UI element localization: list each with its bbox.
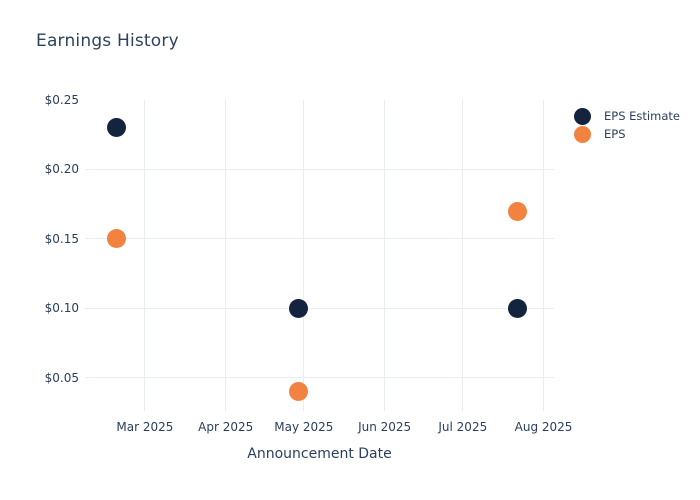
x-tick-label: Mar 2025 [116, 420, 174, 434]
y-gridline [85, 377, 554, 379]
eps-estimate-point[interactable] [106, 118, 126, 138]
legend-item-label: EPS [604, 127, 626, 141]
y-tick-label: $0.15 [44, 231, 79, 246]
x-tick-label: Jul 2025 [438, 420, 488, 434]
y-tick-label: $0.10 [44, 301, 79, 316]
x-tick-label: Apr 2025 [198, 420, 254, 434]
x-axis-title: Announcement Date [247, 446, 392, 462]
x-gridline [384, 100, 386, 411]
eps-estimate-point[interactable] [508, 298, 528, 318]
x-tick-label: May 2025 [274, 420, 334, 434]
chart-title: Earnings History [36, 31, 179, 51]
y-gridline [85, 238, 554, 240]
eps-estimate-point[interactable] [289, 298, 309, 318]
x-gridline [303, 100, 305, 411]
x-gridline [225, 100, 227, 411]
y-tick-label: $0.05 [44, 370, 79, 385]
eps-point[interactable] [289, 382, 309, 402]
x-tick-label: Aug 2025 [514, 420, 573, 434]
legend-item-eps-estimate[interactable]: EPS Estimate [574, 107, 680, 125]
x-gridline [462, 100, 464, 411]
eps-point[interactable] [106, 229, 126, 249]
y-tick-label: $0.25 [44, 93, 79, 107]
eps-point[interactable] [508, 201, 528, 221]
y-gridline [85, 307, 554, 309]
eps-legend-marker-icon [574, 125, 591, 143]
legend: EPS Estimate EPS [574, 107, 680, 143]
legend-item-label: EPS Estimate [604, 109, 680, 123]
x-gridline [144, 100, 146, 411]
x-tick-label: Jun 2025 [358, 420, 412, 434]
eps-estimate-legend-marker-icon [574, 107, 591, 125]
legend-item-eps[interactable]: EPS [574, 125, 680, 143]
y-gridline [85, 168, 554, 170]
y-tick-label: $0.20 [44, 162, 79, 177]
x-gridline [543, 100, 545, 411]
